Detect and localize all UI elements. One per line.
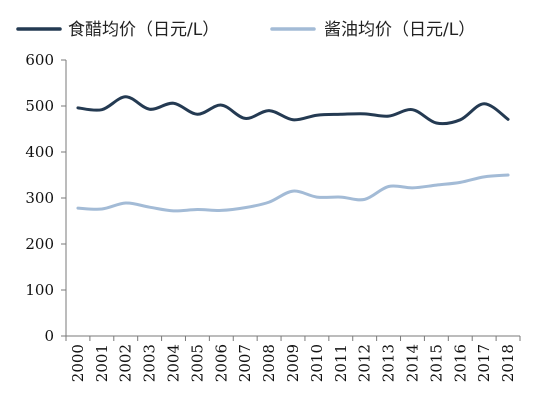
data-point: [220, 209, 223, 212]
x-tick-label: 2012: [356, 344, 374, 382]
x-tick-label: 2014: [403, 344, 421, 382]
data-point: [76, 106, 79, 109]
data-point: [268, 201, 271, 204]
data-point: [459, 118, 462, 121]
x-tick-label: 2015: [427, 344, 445, 382]
data-point: [363, 112, 366, 115]
series-line-2: [76, 173, 510, 213]
axes: 0 100 200 300 400 500 600 2000 2001 2002 2003 2004 2…: [25, 51, 521, 382]
data-point: [411, 186, 414, 189]
y-tick-label: 200: [25, 235, 54, 253]
y-tick-label: 300: [25, 189, 54, 207]
x-tick-label: 2008: [260, 344, 278, 382]
data-point: [387, 115, 390, 118]
y-tick-label: 600: [25, 51, 54, 69]
data-point: [292, 118, 295, 121]
x-tick-label: 2002: [117, 344, 135, 382]
data-point: [507, 174, 510, 177]
data-point: [148, 108, 151, 111]
legend-label-1: 食醋均价（日元/L）: [68, 20, 219, 40]
x-tick-label: 2010: [308, 344, 326, 382]
data-point: [244, 117, 247, 120]
data-point: [387, 185, 390, 188]
data-point: [148, 206, 151, 209]
data-point: [411, 108, 414, 111]
data-point: [435, 122, 438, 125]
series-line-1: [76, 95, 510, 126]
x-tick-label: 2000: [69, 344, 87, 382]
x-tick-label: 2018: [499, 344, 517, 382]
x-tick-label: 2013: [380, 344, 398, 382]
data-point: [196, 208, 199, 211]
data-point: [435, 184, 438, 187]
x-tick-label: 2003: [141, 344, 159, 382]
data-point: [339, 196, 342, 199]
x-tick-label: 2011: [332, 344, 350, 382]
data-point: [315, 114, 318, 117]
x-tick-label: 2016: [451, 344, 469, 382]
y-tick-label: 400: [25, 143, 54, 161]
data-point: [124, 202, 127, 205]
legend: 食醋均价（日元/L） 酱油均价（日元/L）: [16, 20, 475, 40]
legend-label-2: 酱油均价（日元/L）: [324, 20, 475, 40]
data-point: [100, 208, 103, 211]
x-tick-label: 2004: [165, 344, 183, 382]
x-tick-label: 2001: [93, 344, 111, 382]
data-point: [196, 113, 199, 116]
data-point: [220, 104, 223, 107]
x-tick-label: 2009: [284, 344, 302, 382]
data-point: [339, 113, 342, 116]
data-point: [507, 118, 510, 121]
data-point: [483, 175, 486, 178]
x-tick-label: 2017: [475, 344, 493, 382]
data-point: [363, 198, 366, 201]
data-point: [292, 190, 295, 193]
data-point: [124, 95, 127, 98]
series-lines: [76, 95, 510, 213]
data-point: [244, 206, 247, 209]
data-point: [459, 181, 462, 184]
y-tick-label: 0: [44, 327, 54, 345]
x-tick-label: 2006: [212, 344, 230, 382]
data-point: [315, 196, 318, 199]
data-point: [100, 108, 103, 111]
data-point: [268, 109, 271, 112]
y-tick-label: 500: [25, 97, 54, 115]
data-point: [483, 102, 486, 105]
y-tick-label: 100: [25, 281, 54, 299]
x-tick-label: 2007: [236, 344, 254, 382]
data-point: [76, 207, 79, 210]
x-tick-label: 2005: [188, 344, 206, 382]
data-point: [172, 209, 175, 212]
data-point: [172, 102, 175, 105]
